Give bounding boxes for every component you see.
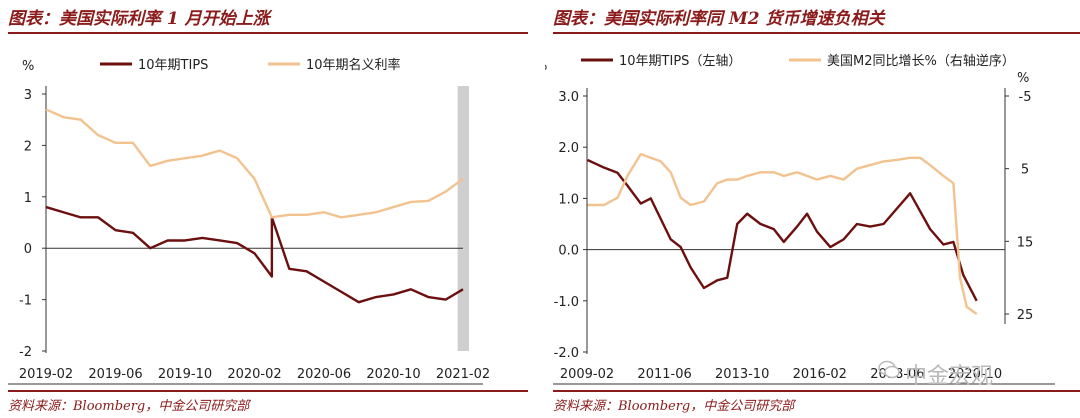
y2-tick-label: 15 bbox=[1017, 235, 1034, 250]
x-tick-label: 2019-10 bbox=[158, 367, 212, 382]
right-chart-panel: 图表：美国实际利率同 M2 货币增速负相关 %% 3.0 2.0 1.0 0.0 -1.0… bbox=[545, 0, 1080, 418]
right-title-rule bbox=[553, 32, 1080, 34]
y-tick-label: -2 bbox=[19, 345, 32, 360]
y-tick-label: 0.0 bbox=[558, 244, 579, 259]
legend-label: 10年期TIPS（左轴） bbox=[619, 54, 741, 69]
x-tick-label: 2020-06 bbox=[297, 367, 351, 382]
left-source-rule bbox=[8, 390, 528, 392]
y-tick-label: 1.0 bbox=[558, 192, 579, 207]
x-tick-label: 2011-06 bbox=[637, 367, 691, 382]
y-tick-label: 3.0 bbox=[558, 90, 579, 105]
watermark-text: 中金宏观 bbox=[905, 364, 994, 389]
x-tick-label: 2020-10 bbox=[366, 367, 420, 382]
y-axis-unit: % bbox=[545, 59, 547, 74]
y-axis-unit: % bbox=[22, 59, 34, 74]
y2-tick-label: 5 bbox=[1021, 163, 1029, 178]
y-tick-label: 0 bbox=[24, 242, 32, 257]
left-title-rule bbox=[8, 32, 528, 34]
x-tick-label: 2020-02 bbox=[227, 367, 281, 382]
left-chart-panel: 图表：美国实际利率 1 月开始上涨 % 3 2 1 0 -1 -2 2019-02 2019-0… bbox=[0, 0, 530, 418]
x-tick-label: 2019-02 bbox=[19, 367, 73, 382]
x-tick-label: 2009-02 bbox=[560, 367, 614, 382]
nominal-series-line bbox=[45, 108, 464, 219]
y2-tick-label: -5 bbox=[1019, 90, 1032, 105]
wechat-icon bbox=[878, 360, 900, 379]
x-tick-label: 2013-10 bbox=[715, 367, 769, 382]
y2-axis-unit: % bbox=[1017, 71, 1029, 86]
x-tick-label: 2016-02 bbox=[793, 367, 847, 382]
y-tick-label: -1 bbox=[19, 294, 32, 309]
legend-label: 美国M2同比增长%（右轴逆序） bbox=[827, 53, 1015, 69]
y-tick-label: -2.0 bbox=[554, 346, 579, 361]
y-tick-label: 2 bbox=[24, 139, 32, 154]
right-source-rule bbox=[553, 390, 1080, 392]
y-tick-label: -1.0 bbox=[554, 295, 579, 310]
x-tick-label: 2019-06 bbox=[88, 367, 142, 382]
left-chart-title: 图表：美国实际利率 1 月开始上涨 bbox=[8, 9, 270, 29]
left-source-note: 资料来源：Bloomberg，中金公司研究部 bbox=[8, 399, 250, 414]
right-chart-svg: %% 3.0 2.0 1.0 0.0 -1.0 -2.0 -5 5 15 25 2009-02 2011… bbox=[545, 53, 1055, 385]
right-source-note: 资料来源：Bloomberg，中金公司研究部 bbox=[553, 399, 795, 414]
tips-series-line bbox=[45, 205, 464, 304]
tips-series-line bbox=[587, 158, 978, 302]
y2-tick-label: 25 bbox=[1017, 308, 1034, 323]
y-tick-label: 2.0 bbox=[558, 141, 579, 156]
legend-label: 10年期TIPS bbox=[138, 58, 208, 73]
right-chart-title: 图表：美国实际利率同 M2 货币增速负相关 bbox=[553, 9, 885, 29]
x-tick-label: 2021-02 bbox=[436, 367, 490, 382]
highlight-band bbox=[457, 86, 469, 351]
x-tick-label: 2020-10 bbox=[948, 367, 1002, 382]
y-tick-label: 3 bbox=[24, 88, 32, 103]
m2-series-line bbox=[587, 152, 978, 315]
left-chart-svg: % 3 2 1 0 -1 -2 2019-02 2019-06 2019-10 2020-02 202… bbox=[8, 57, 490, 385]
y-tick-label: 1 bbox=[24, 191, 32, 206]
legend-label: 10年期名义利率 bbox=[306, 57, 401, 73]
